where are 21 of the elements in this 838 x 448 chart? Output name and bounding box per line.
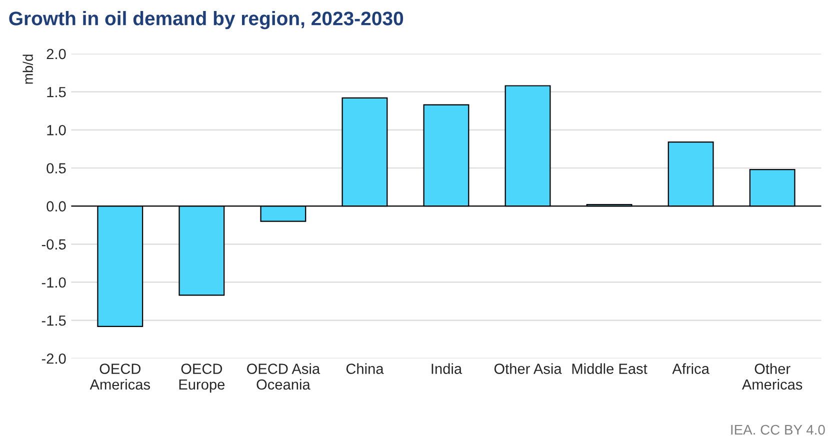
x-tick-label: Middle East: [572, 363, 648, 374]
text: IEA. CC BY 4.0: [731, 424, 825, 435]
y-axis-title: mb/d: [22, 54, 33, 84]
x-tick-label: India: [432, 363, 462, 374]
x-tick-label: OECD Asia Oceania: [247, 363, 320, 390]
x-tick-label: OECD Europe: [179, 364, 225, 393]
y-tick-label: 1.0: [47, 125, 66, 136]
x-tick-label: Other Asia: [494, 363, 562, 374]
y-tick-label: -2.0: [42, 354, 66, 364]
chart-title: Growth in oil demand by region, 2023-2030: [9, 11, 404, 30]
x-tick-label: Other Americas: [742, 363, 802, 390]
y-tick-label: -0.5: [42, 239, 66, 250]
y-tick-label: 0.0: [46, 201, 66, 212]
x-tick-label: OECD Americas: [90, 364, 150, 390]
y-tick-label: 1.5: [47, 87, 66, 98]
x-tick-label: China: [346, 363, 384, 374]
y-tick-label: -1.0: [42, 277, 66, 288]
y-tick-label: -1.5: [42, 316, 66, 326]
x-tick-label: Africa: [672, 363, 710, 374]
y-tick-label: 0.5: [46, 163, 66, 174]
y-tick-label: 2.0: [46, 48, 66, 60]
